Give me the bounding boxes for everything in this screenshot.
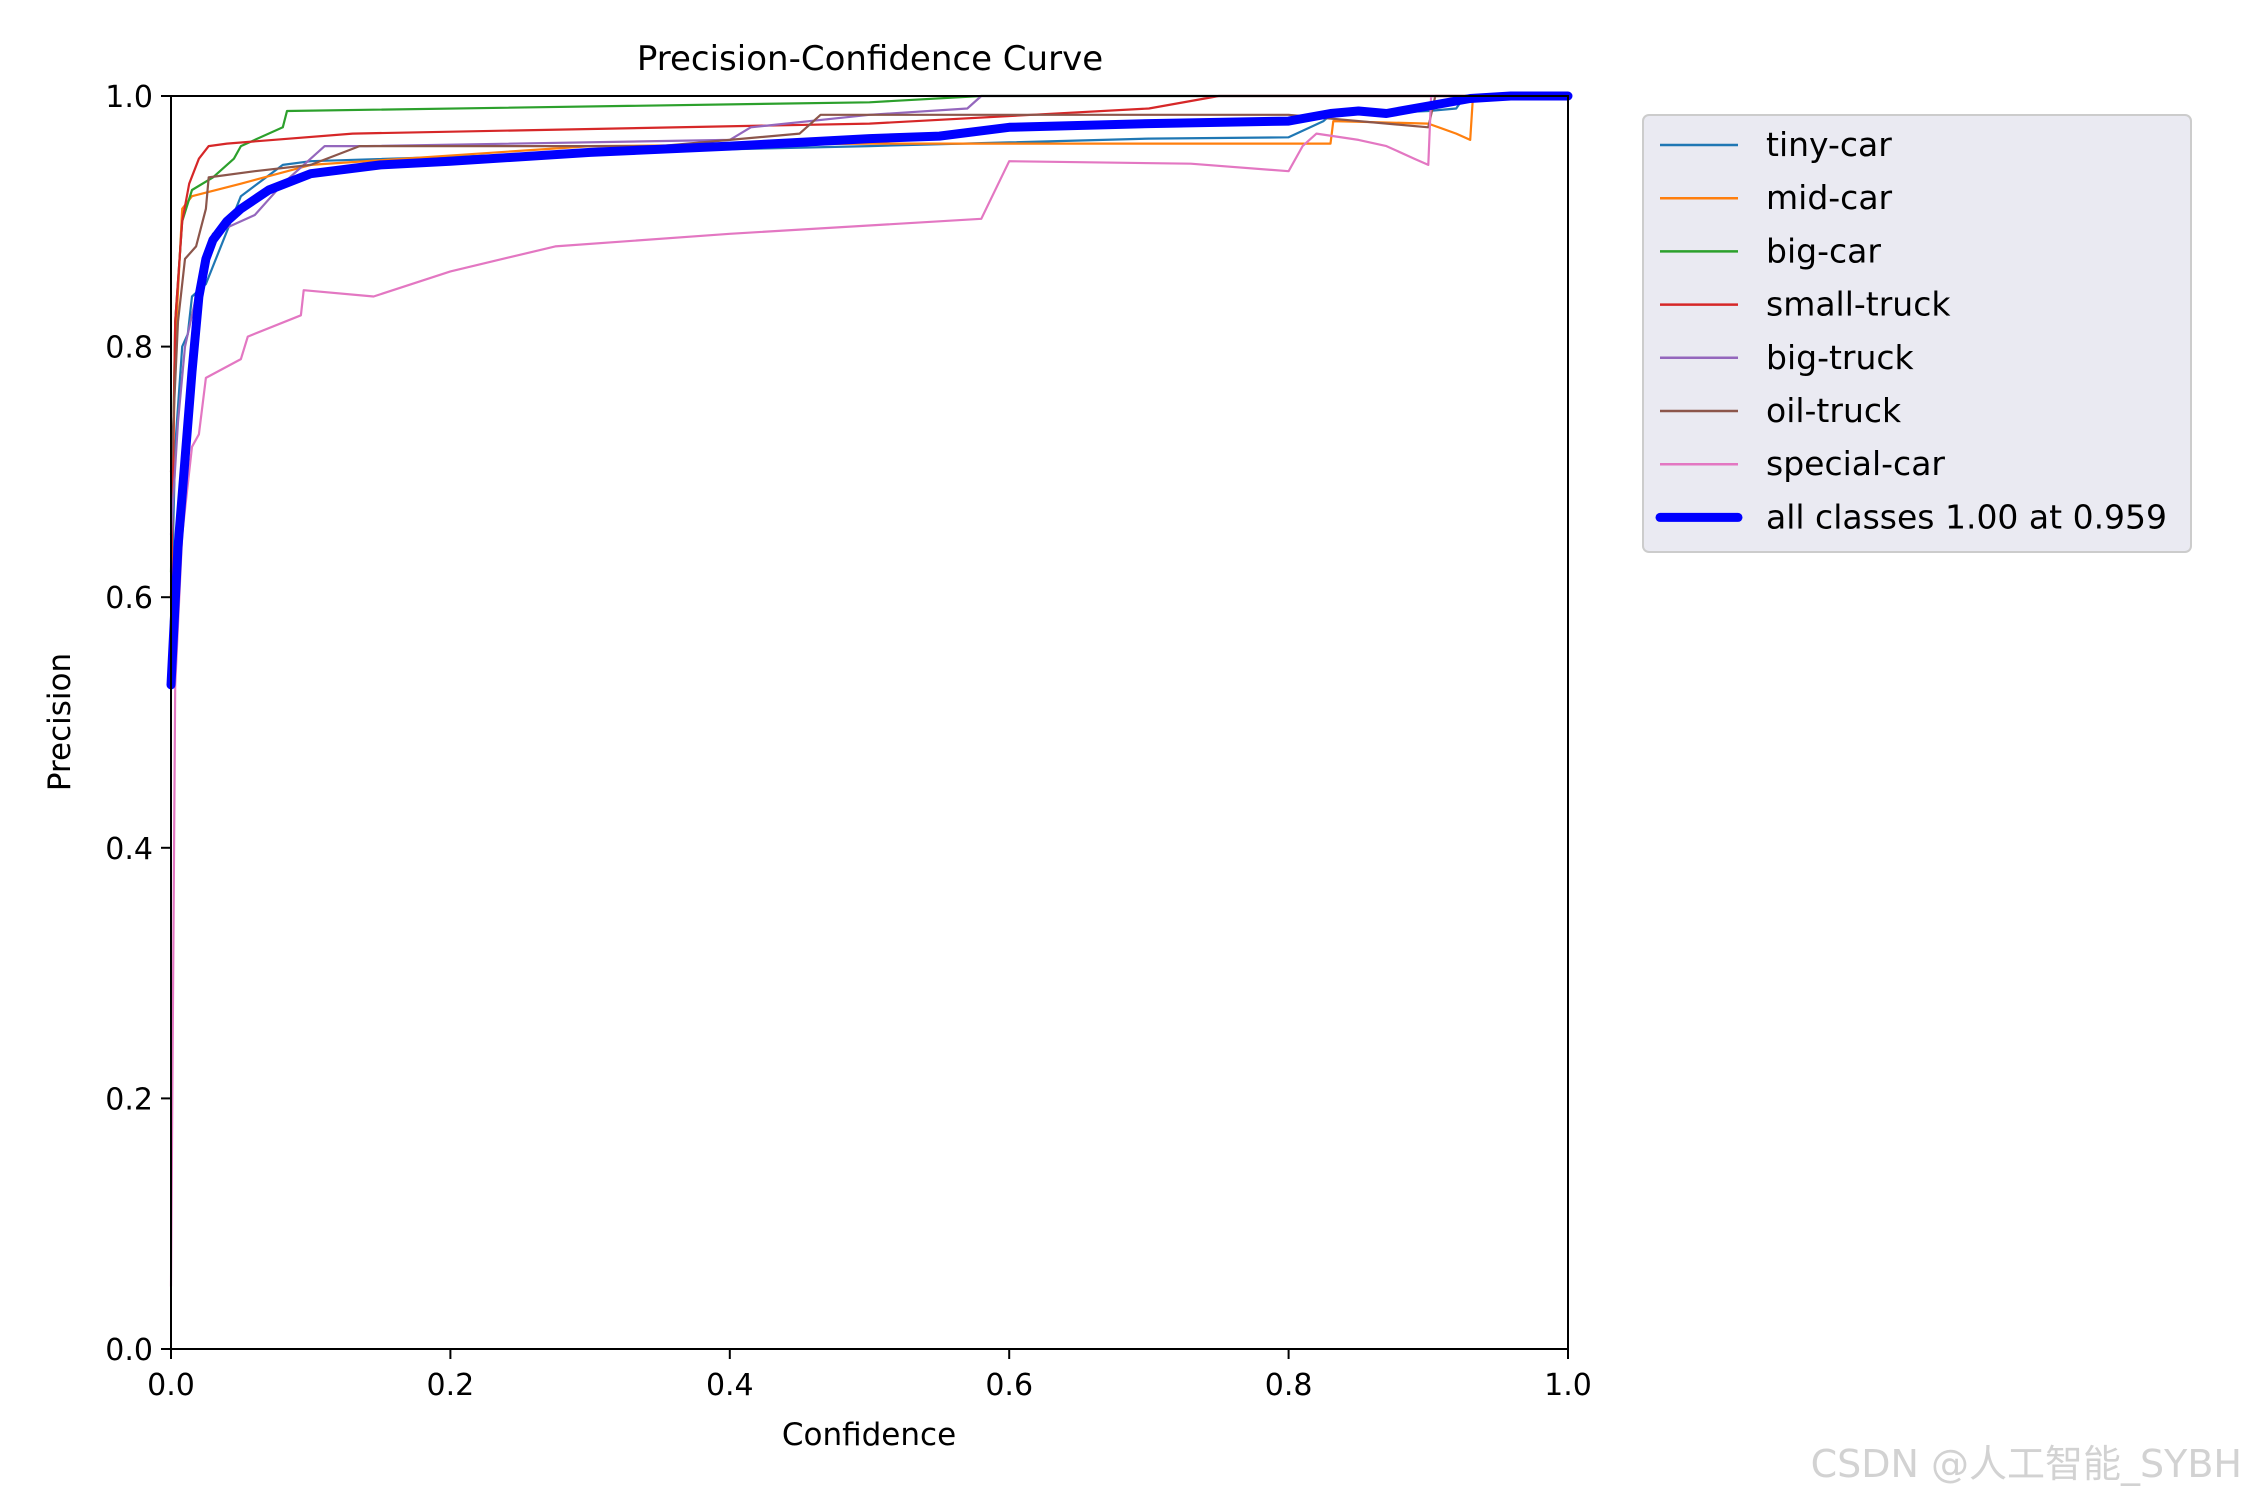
legend-label-small-truck: small-truck — [1766, 285, 1951, 324]
legend-label-big-truck: big-truck — [1766, 338, 1915, 377]
x-tick-label: 1.0 — [1544, 1368, 1592, 1403]
y-tick-label: 0.8 — [105, 331, 153, 366]
series-line-tiny-car — [169, 94, 1570, 624]
y-tick-label: 0.4 — [105, 832, 153, 867]
chart-title: Precision-Confidence Curve — [637, 39, 1103, 79]
y-tick-label: 0.6 — [105, 581, 153, 616]
series-line-small-truck — [169, 94, 1570, 599]
legend-label-all-classes-1-00-at-0-959: all classes 1.00 at 0.959 — [1766, 497, 2167, 536]
series-line-all-classes-1-00-at-0-959 — [166, 91, 1573, 690]
series-layer — [166, 91, 1573, 1288]
y-tick-label: 0.0 — [105, 1333, 153, 1368]
x-tick-label: 0.0 — [147, 1368, 195, 1403]
x-axis-ticks: 0.0 0.2 0.4 0.6 0.8 1.0 — [147, 1349, 1592, 1403]
watermark: CSDN @人工智能_SYBH — [1811, 1442, 2242, 1486]
y-axis-ticks: 0.0 0.2 0.4 0.6 0.8 1.0 — [105, 80, 171, 1368]
legend-label-oil-truck: oil-truck — [1766, 391, 1902, 430]
x-axis-label: Confidence — [782, 1417, 956, 1453]
plot-frame — [170, 95, 1569, 1350]
x-tick-label: 0.6 — [985, 1368, 1033, 1403]
legend: tiny-car mid-car big-car small-truck big-tru… — [1642, 114, 2192, 553]
legend-label-mid-car: mid-car — [1766, 178, 1893, 217]
x-tick-label: 0.4 — [706, 1368, 754, 1403]
legend-label-tiny-car: tiny-car — [1766, 125, 1892, 164]
series-line-special-car — [169, 94, 1570, 1288]
y-tick-label: 1.0 — [105, 80, 153, 115]
legend-label-special-car: special-car — [1766, 444, 1945, 483]
y-axis-label: Precision — [42, 653, 78, 791]
legend-label-big-car: big-car — [1766, 231, 1881, 270]
y-tick-label: 0.2 — [105, 1082, 153, 1117]
legend-box — [1642, 114, 2192, 553]
x-tick-label: 0.8 — [1265, 1368, 1313, 1403]
x-tick-label: 0.2 — [427, 1368, 475, 1403]
